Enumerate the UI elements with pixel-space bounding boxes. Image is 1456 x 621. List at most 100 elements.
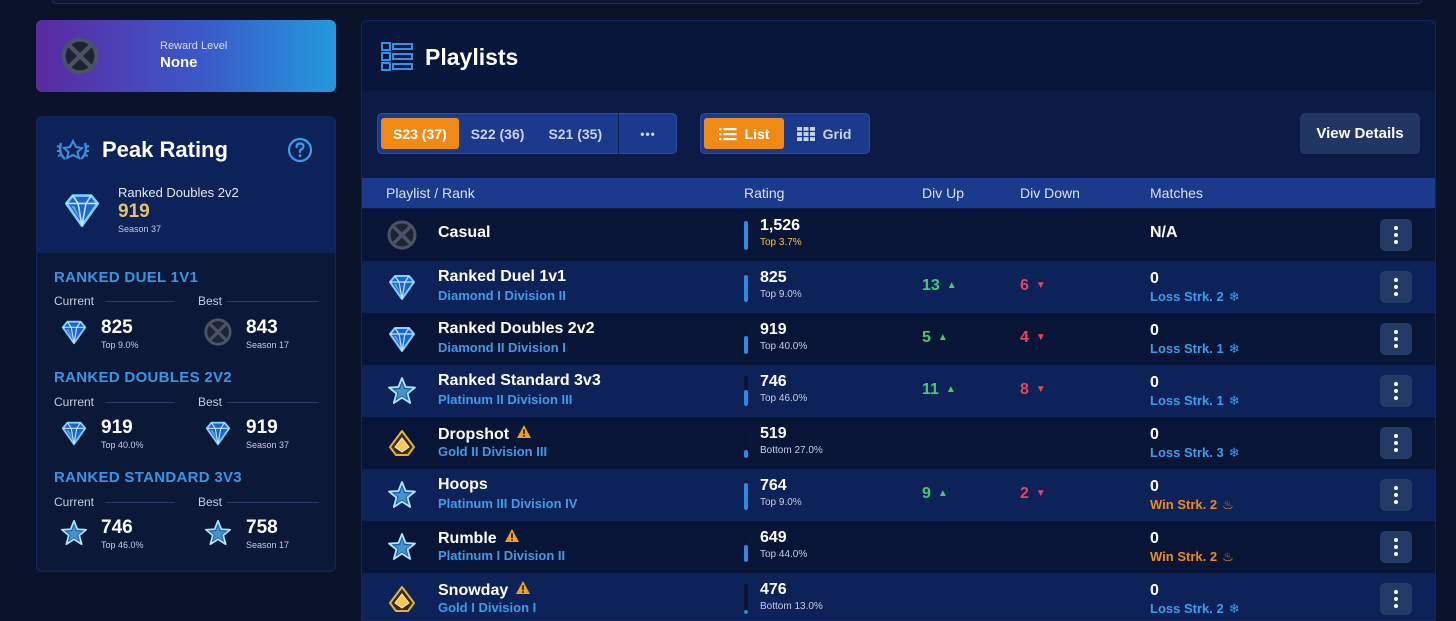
dot: [1394, 285, 1398, 289]
streak: Win Strk. 2 ♨: [1150, 497, 1234, 512]
diamond-rank-icon: [61, 320, 87, 345]
view-details-button[interactable]: View Details: [1300, 113, 1420, 154]
matches-count: 0: [1150, 478, 1159, 495]
playlists-panel: Playlists S23 (37) S22 (36) S21 (35) •••…: [361, 20, 1436, 621]
table-row[interactable]: Dropshot Gold II Division III 519 Bottom 27…: [362, 417, 1435, 469]
div-up: 5 ▲: [922, 329, 948, 346]
playlist-name-text: Snowday: [438, 582, 509, 599]
rank-division: Diamond I Division II: [438, 288, 566, 303]
row-menu-button[interactable]: [1380, 531, 1412, 563]
help-icon[interactable]: [287, 137, 313, 163]
playlists-title: Playlists: [425, 44, 519, 70]
divider: [227, 301, 319, 302]
peak-season: Season 37: [118, 224, 162, 234]
top-bar: [52, 0, 1422, 4]
dot: [1394, 278, 1398, 282]
snowflake-icon: ❄: [1228, 289, 1240, 304]
column-header[interactable]: Div Up: [922, 185, 965, 201]
dot: [1394, 552, 1398, 556]
streak: Loss Strk. 3 ❄: [1150, 445, 1240, 460]
table-row[interactable]: Ranked Standard 3v3 Platinum II Division …: [362, 365, 1435, 417]
matches-count: 0: [1150, 374, 1159, 391]
streak: Loss Strk. 2 ❄: [1150, 601, 1240, 616]
table-row[interactable]: Rumble Platinum I Division II 649 Top 44.0%…: [362, 521, 1435, 573]
season-tab[interactable]: S21 (35): [548, 125, 603, 142]
row-menu-button[interactable]: [1380, 323, 1412, 355]
column-header[interactable]: Div Down: [1020, 185, 1080, 201]
rank-division: Platinum III Division IV: [438, 496, 578, 511]
divider: [618, 113, 620, 154]
rating-bar: [744, 584, 748, 614]
best-rating-sub: Season 17: [246, 540, 290, 550]
table-row[interactable]: Ranked Duel 1v1 Diamond I Division II 825 T…: [362, 261, 1435, 313]
row-menu-button[interactable]: [1380, 479, 1412, 511]
rating-bar: [744, 532, 748, 562]
season-tab[interactable]: S23 (37): [381, 118, 459, 149]
snowflake-icon: ❄: [1228, 393, 1240, 408]
grid-view-button[interactable]: Grid: [784, 118, 864, 149]
more-seasons-button[interactable]: •••: [640, 126, 656, 141]
row-menu-button[interactable]: [1380, 375, 1412, 407]
rating-value: 476: [760, 581, 787, 598]
dot: [1394, 434, 1398, 438]
current-rating: 825: [101, 317, 133, 338]
dot: [1394, 493, 1398, 497]
dot: [1394, 226, 1398, 230]
playlist-name: Ranked Standard 3v3: [438, 372, 601, 390]
column-header[interactable]: Rating: [744, 185, 785, 201]
matches-count: N/A: [1150, 224, 1178, 241]
row-menu-button[interactable]: [1380, 271, 1412, 303]
table-row[interactable]: Casual 1,526 Top 3.7% N/A: [362, 209, 1435, 261]
rank-division: Gold I Division I: [438, 600, 537, 615]
dot: [1394, 538, 1398, 542]
rating-value: 764: [760, 477, 787, 494]
row-menu-button[interactable]: [1380, 427, 1412, 459]
peak-rating-header: Peak Rating Ranked Doubles 2v2 919 Seaso…: [37, 117, 335, 253]
current-label: Current: [54, 495, 95, 509]
peak-playlist-name: Ranked Doubles 2v2: [118, 185, 239, 200]
best-rating-sub: Season 17: [246, 340, 290, 350]
down-arrow-icon: ▼: [1035, 384, 1046, 395]
diamond-rank-icon: [389, 275, 415, 300]
div-down: 6 ▼: [1020, 277, 1046, 294]
dot: [1394, 389, 1398, 393]
matches-count: 0: [1150, 426, 1159, 443]
playlist-name-text: Ranked Duel 1v1: [438, 268, 567, 285]
up-arrow-icon: ▲: [946, 280, 957, 291]
dot: [1394, 396, 1398, 400]
dot: [1394, 448, 1398, 452]
reward-level-card[interactable]: Reward Level None: [36, 20, 336, 92]
column-header[interactable]: Playlist / Rank: [386, 185, 475, 201]
rating-bar: [744, 220, 748, 250]
best-rating: 919: [246, 417, 278, 438]
matches-count: 0: [1150, 530, 1159, 547]
current-rating-sub: Top 46.0%: [101, 540, 144, 550]
diamond-rank-icon: [389, 327, 415, 352]
dot: [1394, 382, 1398, 386]
row-menu-button[interactable]: [1380, 583, 1412, 615]
row-menu-button[interactable]: [1380, 219, 1412, 251]
gold-rank-icon: [389, 430, 415, 456]
rating-value: 746: [760, 373, 787, 390]
table-row[interactable]: Ranked Doubles 2v2 Diamond II Division I 9…: [362, 313, 1435, 365]
reward-level-label: Reward Level: [160, 40, 228, 52]
column-header[interactable]: Matches: [1150, 185, 1203, 201]
dot: [1394, 344, 1398, 348]
rating-bar-fill: [744, 545, 748, 562]
rating-percentile: Top 9.0%: [760, 289, 802, 300]
rating-value: 519: [760, 425, 787, 442]
playlist-name: Rumble: [438, 528, 520, 548]
matches-count: 0: [1150, 582, 1159, 599]
unranked-icon: [60, 36, 100, 76]
divider: [105, 301, 175, 302]
rating-percentile: Top 3.7%: [760, 237, 802, 248]
table-row[interactable]: Hoops Platinum III Division IV 764 Top 9.0%…: [362, 469, 1435, 521]
snowflake-icon: ❄: [1228, 445, 1240, 460]
playlist-name: Snowday: [438, 580, 531, 600]
table-row[interactable]: Snowday Gold I Division I 476 Bottom 13.0% 0…: [362, 573, 1435, 620]
view-toggle: List Grid: [700, 113, 870, 154]
rating-percentile: Top 44.0%: [760, 549, 808, 560]
list-view-button[interactable]: List: [704, 118, 784, 149]
season-tab[interactable]: S22 (36): [470, 125, 525, 142]
rating-percentile: Top 9.0%: [760, 497, 802, 508]
